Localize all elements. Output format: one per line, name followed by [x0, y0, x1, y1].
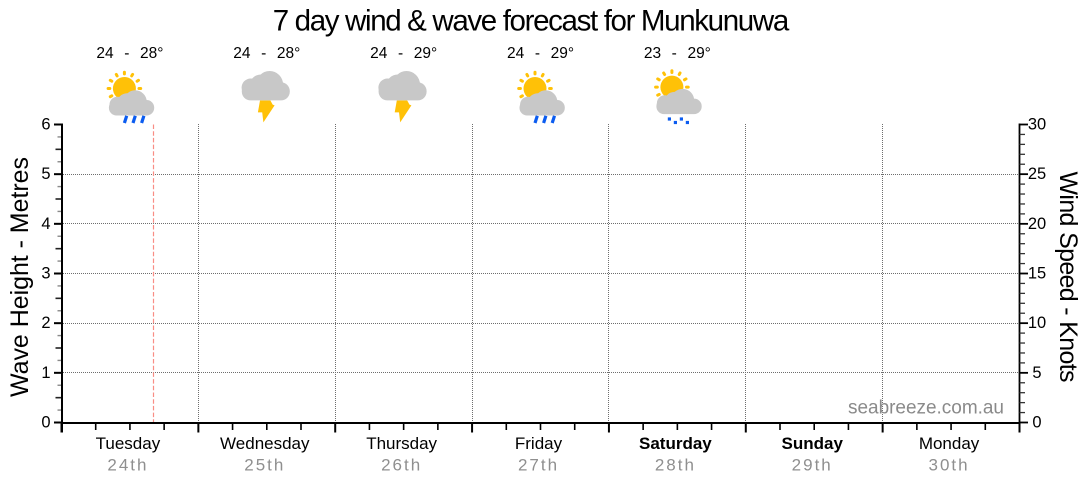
svg-text:25: 25 — [1028, 165, 1046, 183]
svg-text:0: 0 — [41, 414, 50, 432]
svg-text:10: 10 — [1028, 314, 1046, 332]
svg-text:Friday: Friday — [515, 434, 563, 453]
svg-text:29th: 29th — [792, 456, 833, 475]
svg-text:7 day wind & wave forecast for: 7 day wind & wave forecast for Munkunuwa — [273, 5, 790, 38]
svg-text:seabreeze.com.au: seabreeze.com.au — [848, 398, 1004, 419]
svg-text:Sunday: Sunday — [782, 434, 844, 453]
svg-text:2: 2 — [41, 314, 50, 332]
svg-text:Wave Height - Metres: Wave Height - Metres — [6, 157, 34, 397]
svg-text:24 - 28°: 24 - 28° — [233, 45, 300, 62]
svg-text:24 - 28°: 24 - 28° — [96, 45, 163, 62]
svg-text:15: 15 — [1028, 265, 1046, 283]
svg-text:6: 6 — [41, 116, 50, 134]
svg-text:24th: 24th — [107, 456, 148, 475]
svg-text:24 - 29°: 24 - 29° — [507, 45, 574, 62]
svg-text:1: 1 — [41, 364, 50, 382]
svg-text:4: 4 — [41, 215, 50, 233]
svg-text:Monday: Monday — [919, 434, 980, 453]
svg-text:Tuesday: Tuesday — [96, 434, 161, 453]
svg-text:0: 0 — [1032, 414, 1041, 432]
svg-text:Thursday: Thursday — [366, 434, 437, 453]
svg-text:5: 5 — [1032, 364, 1041, 382]
svg-text:24 - 29°: 24 - 29° — [370, 45, 437, 62]
svg-text:28th: 28th — [655, 456, 696, 475]
svg-text:25th: 25th — [244, 456, 285, 475]
svg-text:30: 30 — [1028, 116, 1046, 134]
svg-text:Wednesday: Wednesday — [220, 434, 310, 453]
svg-text:20: 20 — [1028, 215, 1046, 233]
svg-text:26th: 26th — [381, 456, 422, 475]
svg-text:3: 3 — [41, 265, 50, 283]
svg-text:5: 5 — [41, 165, 50, 183]
svg-text:23 - 29°: 23 - 29° — [644, 45, 711, 62]
svg-text:27th: 27th — [518, 456, 559, 475]
svg-text:Wind Speed - Knots: Wind Speed - Knots — [1054, 172, 1080, 383]
svg-text:30th: 30th — [929, 456, 970, 475]
svg-text:Saturday: Saturday — [639, 434, 712, 453]
